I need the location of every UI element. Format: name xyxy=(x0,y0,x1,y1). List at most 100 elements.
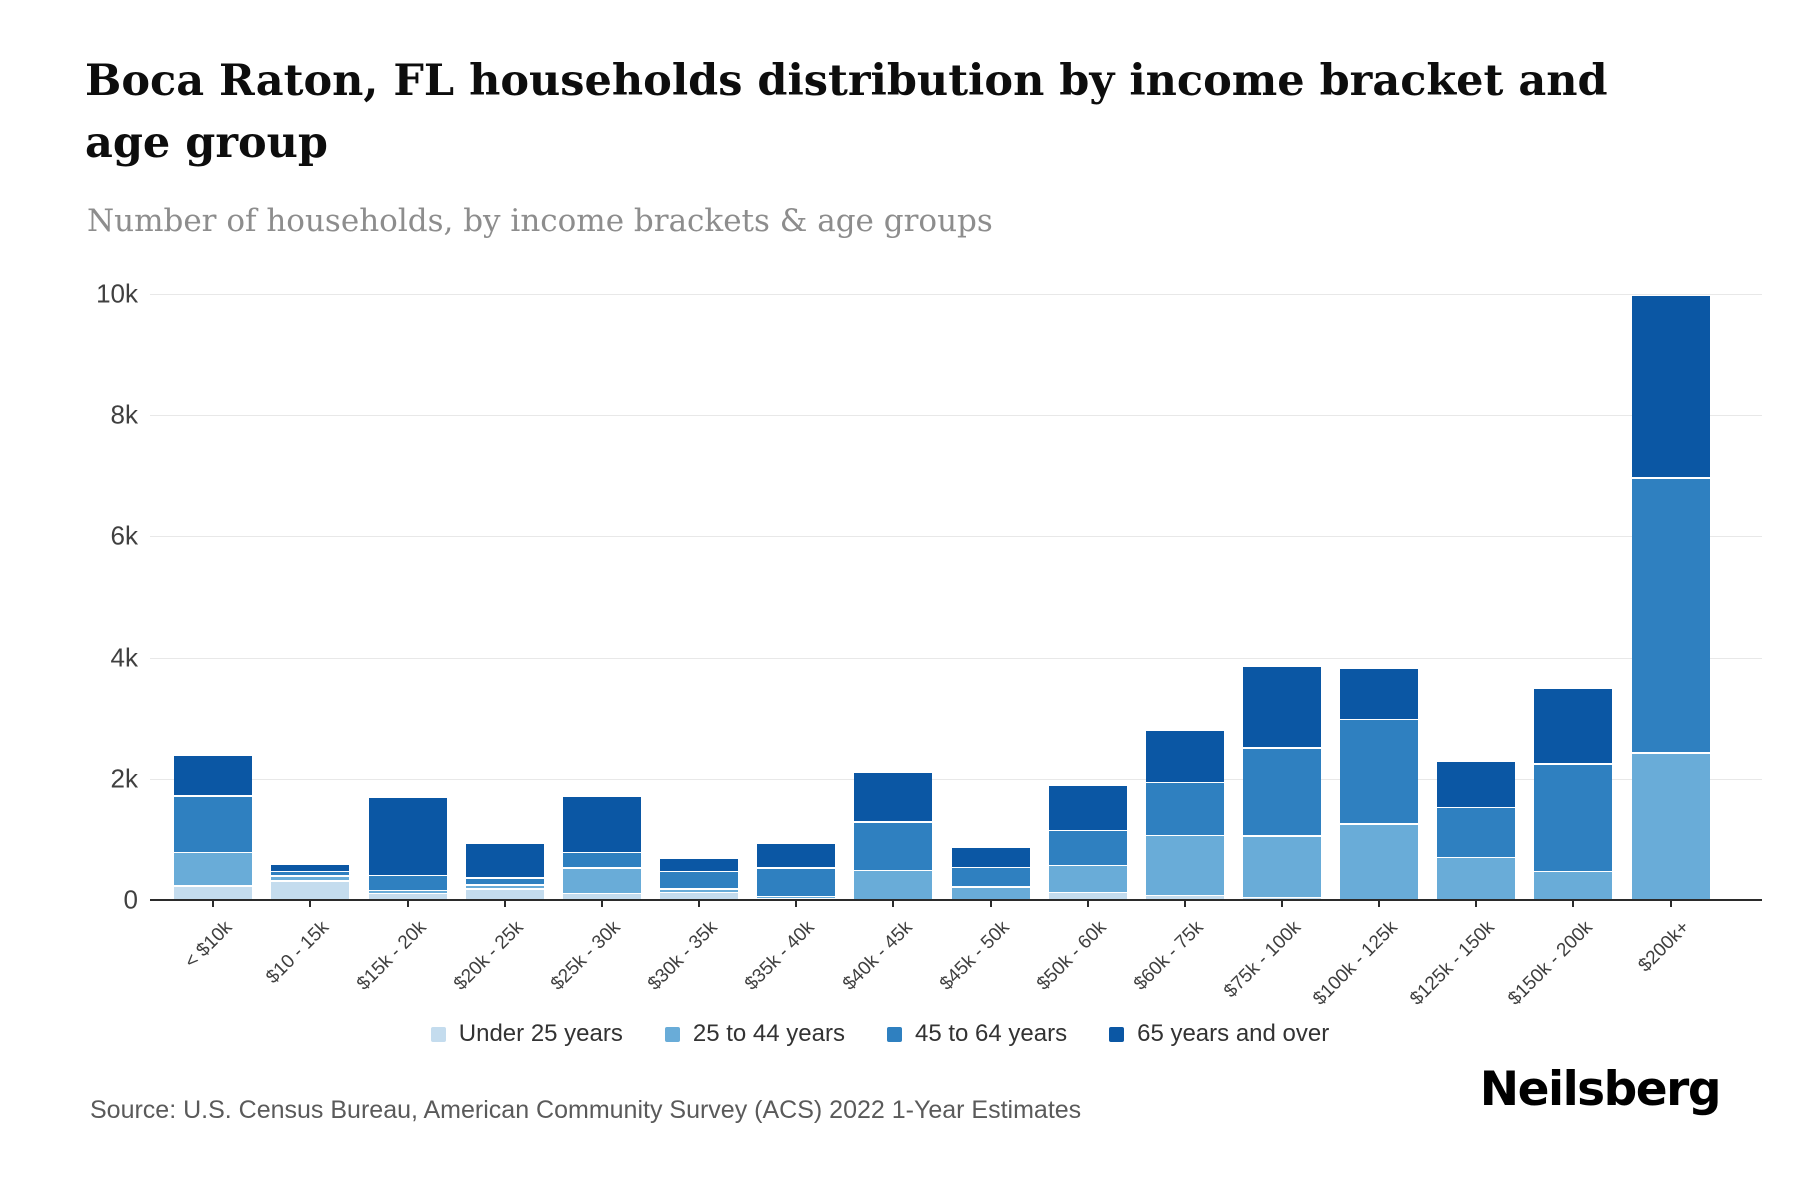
bar-segment[interactable] xyxy=(562,853,641,868)
stacked-bar-$25k - 30k xyxy=(562,796,641,900)
bar-segment[interactable] xyxy=(368,891,447,893)
bar-segment[interactable] xyxy=(271,881,350,900)
stacked-bar-< $10k xyxy=(174,755,253,900)
y-axis-tick-label: 10k xyxy=(96,278,138,309)
x-axis-tick xyxy=(795,901,798,907)
x-axis-label: $45k - 50k xyxy=(935,917,1014,995)
x-axis-tick xyxy=(309,901,312,907)
bar-segment[interactable] xyxy=(174,756,253,796)
legend-item-Under 25 years[interactable]: Under 25 years xyxy=(430,1020,623,1048)
legend-label: Under 25 years xyxy=(458,1020,623,1047)
legend-swatch-icon xyxy=(886,1026,902,1042)
x-axis-label: $25k - 30k xyxy=(547,917,625,995)
bar-segment[interactable] xyxy=(465,885,544,889)
bar-segment[interactable] xyxy=(854,773,933,822)
bar-segment[interactable] xyxy=(951,847,1030,867)
legend-label: 65 years and over xyxy=(1137,1020,1330,1047)
bar-segment[interactable] xyxy=(854,822,933,870)
bar-segment[interactable] xyxy=(1145,731,1224,782)
bar-segment[interactable] xyxy=(368,894,447,900)
bar-segment[interactable] xyxy=(465,844,544,878)
bar-segment[interactable] xyxy=(1242,748,1321,836)
bar-segment[interactable] xyxy=(1145,836,1224,895)
bar-segment[interactable] xyxy=(1340,824,1419,900)
bar-segment[interactable] xyxy=(562,894,641,900)
bar-segment[interactable] xyxy=(660,859,739,871)
bar-segment[interactable] xyxy=(1242,666,1321,748)
legend-label: 25 to 44 years xyxy=(692,1020,845,1047)
bar-segment[interactable] xyxy=(660,872,739,889)
x-axis-label: $150k - 200k xyxy=(1503,917,1597,1010)
bar-segment[interactable] xyxy=(1048,893,1127,900)
x-axis-tick xyxy=(1475,901,1478,907)
bar-segment[interactable] xyxy=(368,798,447,875)
bar-segment[interactable] xyxy=(465,878,544,885)
legend-item-45 to 64 years[interactable]: 45 to 64 years xyxy=(886,1020,1068,1048)
bar-segment[interactable] xyxy=(660,889,739,892)
bar-segment[interactable] xyxy=(1048,831,1127,865)
bar-segment[interactable] xyxy=(368,876,447,890)
stacked-bar-$75k - 100k xyxy=(1242,665,1321,900)
stacked-bar-$30k - 35k xyxy=(660,858,739,900)
x-axis-label: $30k - 35k xyxy=(644,917,722,995)
bar-segment[interactable] xyxy=(1242,836,1321,897)
bar-segment[interactable] xyxy=(1340,668,1419,719)
x-axis-label: $200k+ xyxy=(1634,917,1694,977)
bar-segment[interactable] xyxy=(1340,720,1419,824)
x-axis-tick xyxy=(892,901,895,907)
page-title: Boca Raton, FL households distribution b… xyxy=(85,56,1608,168)
bar-segment[interactable] xyxy=(951,868,1030,887)
bar-segment[interactable] xyxy=(271,872,350,876)
bar-segment[interactable] xyxy=(174,886,253,900)
y-axis-tick-label: 4k xyxy=(110,642,138,673)
bar-segment[interactable] xyxy=(1437,808,1516,857)
stacked-bar-$125k - 150k xyxy=(1437,760,1516,900)
bar-segment[interactable] xyxy=(757,868,836,896)
x-axis-label: $40k - 45k xyxy=(838,917,917,995)
x-axis-tick xyxy=(1378,901,1381,907)
bar-segment[interactable] xyxy=(757,896,836,898)
bar-segment[interactable] xyxy=(1631,478,1710,753)
bar-segment[interactable] xyxy=(562,797,641,852)
bar-segment[interactable] xyxy=(1437,761,1516,807)
bar-segment[interactable] xyxy=(1534,872,1613,900)
legend-swatch-icon xyxy=(664,1026,680,1042)
bar-segment[interactable] xyxy=(1534,689,1613,764)
bar-segment[interactable] xyxy=(271,876,350,880)
bar-segment[interactable] xyxy=(660,893,739,900)
legend: Under 25 years 25 to 44 years 45 to 64 yea… xyxy=(0,1020,1760,1048)
bar-segment[interactable] xyxy=(1631,753,1710,900)
stacked-bar-$150k - 200k xyxy=(1534,688,1613,900)
x-axis-line xyxy=(150,899,1762,901)
bar-segment[interactable] xyxy=(1048,866,1127,892)
bar-segment[interactable] xyxy=(1534,764,1613,871)
bar-segment[interactable] xyxy=(271,865,350,871)
bar-segment[interactable] xyxy=(1437,858,1516,900)
bar-segment[interactable] xyxy=(174,796,253,852)
bar-segment[interactable] xyxy=(757,843,836,868)
bar-segment[interactable] xyxy=(562,868,641,893)
x-axis-tick xyxy=(1572,901,1575,907)
stacked-bar-$20k - 25k xyxy=(465,843,544,900)
bar-segment[interactable] xyxy=(1048,786,1127,830)
y-axis-tick-label: 8k xyxy=(110,399,138,430)
page-subtitle: Number of households, by income brackets… xyxy=(87,203,993,239)
bar-segment[interactable] xyxy=(1145,896,1224,900)
brand-logo: Neilsberg xyxy=(1479,1062,1722,1117)
bar-segment[interactable] xyxy=(951,887,1030,900)
stacked-bar-$50k - 60k xyxy=(1048,785,1127,900)
legend-label: 45 to 64 years xyxy=(914,1020,1068,1047)
bar-segment[interactable] xyxy=(1631,295,1710,478)
bar-segment[interactable] xyxy=(465,889,544,900)
x-axis-label: $100k - 125k xyxy=(1309,917,1402,1010)
bar-segment[interactable] xyxy=(854,871,933,900)
legend-item-65 years and over[interactable]: 65 years and over xyxy=(1109,1020,1329,1048)
gridline-10k xyxy=(150,294,1762,295)
legend-item-25 to 44 years[interactable]: 25 to 44 years xyxy=(664,1020,845,1048)
bar-segment[interactable] xyxy=(174,853,253,886)
bar-segment[interactable] xyxy=(1145,783,1224,835)
x-axis-tick xyxy=(406,901,409,907)
x-axis-tick xyxy=(1280,901,1283,907)
x-axis-label: $15k - 20k xyxy=(352,917,431,995)
x-axis-label: $75k - 100k xyxy=(1219,917,1305,1003)
